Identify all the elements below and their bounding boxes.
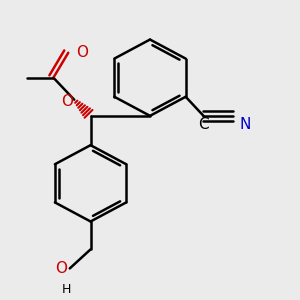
Text: O: O [55,261,67,276]
Text: C: C [198,117,209,132]
Text: O: O [61,94,73,109]
Text: N: N [239,117,250,132]
Text: O: O [76,45,88,60]
Text: H: H [62,283,71,296]
